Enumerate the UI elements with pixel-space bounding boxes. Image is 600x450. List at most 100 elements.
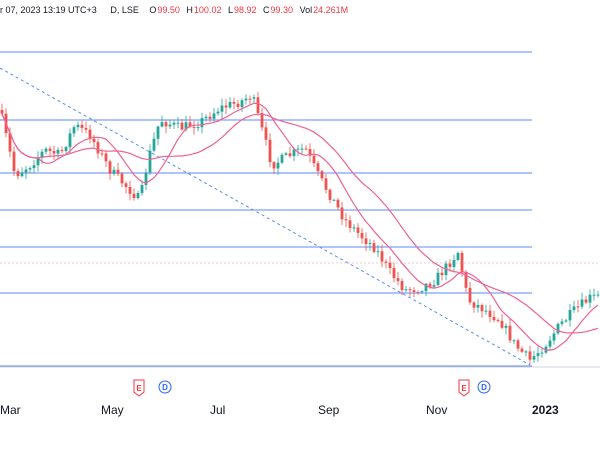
dividend-icon [477, 380, 491, 394]
candle-body [320, 171, 324, 179]
candle-body [484, 310, 488, 312]
earnings-badge-may[interactable]: E [133, 379, 145, 397]
candle-body [192, 126, 196, 128]
candle-body [480, 304, 484, 312]
candle-body [252, 97, 256, 99]
moving-average-fast[interactable] [1, 102, 599, 351]
candle-body [564, 320, 568, 322]
time-axis[interactable]: Mar May Jul Sep Nov 2023 [0, 403, 559, 417]
candle-body [536, 353, 540, 357]
legend-ticker: D, LSE [110, 5, 139, 15]
moving-average-slow[interactable] [1, 113, 599, 334]
legend-open-value: 99.50 [157, 5, 180, 15]
descending-trendline[interactable] [0, 67, 531, 366]
candle-body [412, 290, 416, 293]
candle-body [8, 133, 12, 152]
earnings-icon [458, 379, 470, 397]
horizontal-levels[interactable] [0, 51, 532, 367]
candle-body [568, 310, 572, 321]
candle-body [112, 169, 116, 174]
candle-body [380, 251, 384, 262]
candle-body [532, 356, 536, 360]
candle-body [504, 325, 508, 328]
candle-body [432, 285, 436, 287]
candle-body [88, 129, 92, 139]
candle-body [364, 238, 368, 245]
candle-body [448, 263, 452, 267]
candle-body [280, 154, 284, 163]
candle-body [132, 193, 136, 199]
candle-body [336, 199, 340, 208]
dividend-icon [158, 380, 172, 394]
candle-body [120, 173, 124, 184]
candle-body [428, 283, 432, 287]
candlestick-series [0, 91, 600, 366]
candle-body [36, 157, 40, 166]
candle-body [32, 165, 36, 169]
candle-body [72, 127, 76, 134]
candle-body [232, 101, 236, 104]
x-tick-label-year: 2023 [532, 403, 559, 417]
candle-body [160, 122, 164, 127]
candle-body [296, 148, 300, 150]
candle-body [472, 302, 476, 308]
candle-body [404, 289, 408, 291]
candle-body [348, 220, 352, 229]
candle-body [368, 243, 372, 245]
candle-body [500, 320, 504, 328]
x-tick-label: Sep [318, 403, 340, 417]
candle-body [304, 148, 308, 150]
candle-body [200, 118, 204, 128]
candle-body [396, 278, 400, 282]
candle-body [100, 153, 104, 155]
candle-body [116, 169, 120, 174]
candle-body [236, 103, 240, 108]
candle-body [60, 149, 64, 152]
candle-body [92, 138, 96, 143]
candle-body [144, 172, 148, 186]
candle-body [140, 185, 144, 194]
candle-body [492, 316, 496, 321]
candle-body [476, 304, 480, 308]
candle-body [488, 310, 492, 317]
legend-high-value: 100.02 [193, 5, 222, 15]
candle-body [164, 122, 168, 127]
candle-body [392, 268, 396, 279]
legend-volume-value: 24.261M [313, 5, 349, 15]
dividend-badge-may[interactable]: D [158, 380, 172, 394]
candle-body [228, 101, 232, 108]
x-tick-label: May [101, 403, 124, 417]
candle-body [176, 122, 180, 124]
candle-body [452, 259, 456, 267]
candle-body [384, 261, 388, 263]
candle-body [24, 169, 28, 173]
candle-body [44, 148, 48, 152]
candle-body [528, 351, 532, 360]
candle-body [512, 340, 516, 342]
legend-high-label: H [186, 5, 193, 15]
candle-body [268, 139, 272, 163]
candle-body [212, 113, 216, 119]
candle-body [516, 340, 520, 349]
dividend-badge-nov[interactable]: D [477, 380, 491, 394]
legend-low-label: L [227, 5, 233, 15]
candle-body [540, 352, 544, 354]
candle-body [188, 122, 192, 127]
legend-open-label: O [149, 5, 157, 15]
candle-body [240, 100, 244, 108]
candle-body [408, 289, 412, 291]
candle-body [440, 272, 444, 276]
candle-body [52, 150, 56, 154]
candle-body [576, 306, 580, 308]
candle-body [332, 199, 336, 201]
candle-body [136, 193, 140, 199]
candle-body [288, 153, 292, 157]
candle-body [216, 111, 220, 114]
candle-body [328, 189, 332, 200]
candle-body [264, 127, 268, 140]
candle-body [360, 232, 364, 239]
earnings-badge-nov[interactable]: E [458, 379, 470, 397]
candle-body [220, 105, 224, 112]
